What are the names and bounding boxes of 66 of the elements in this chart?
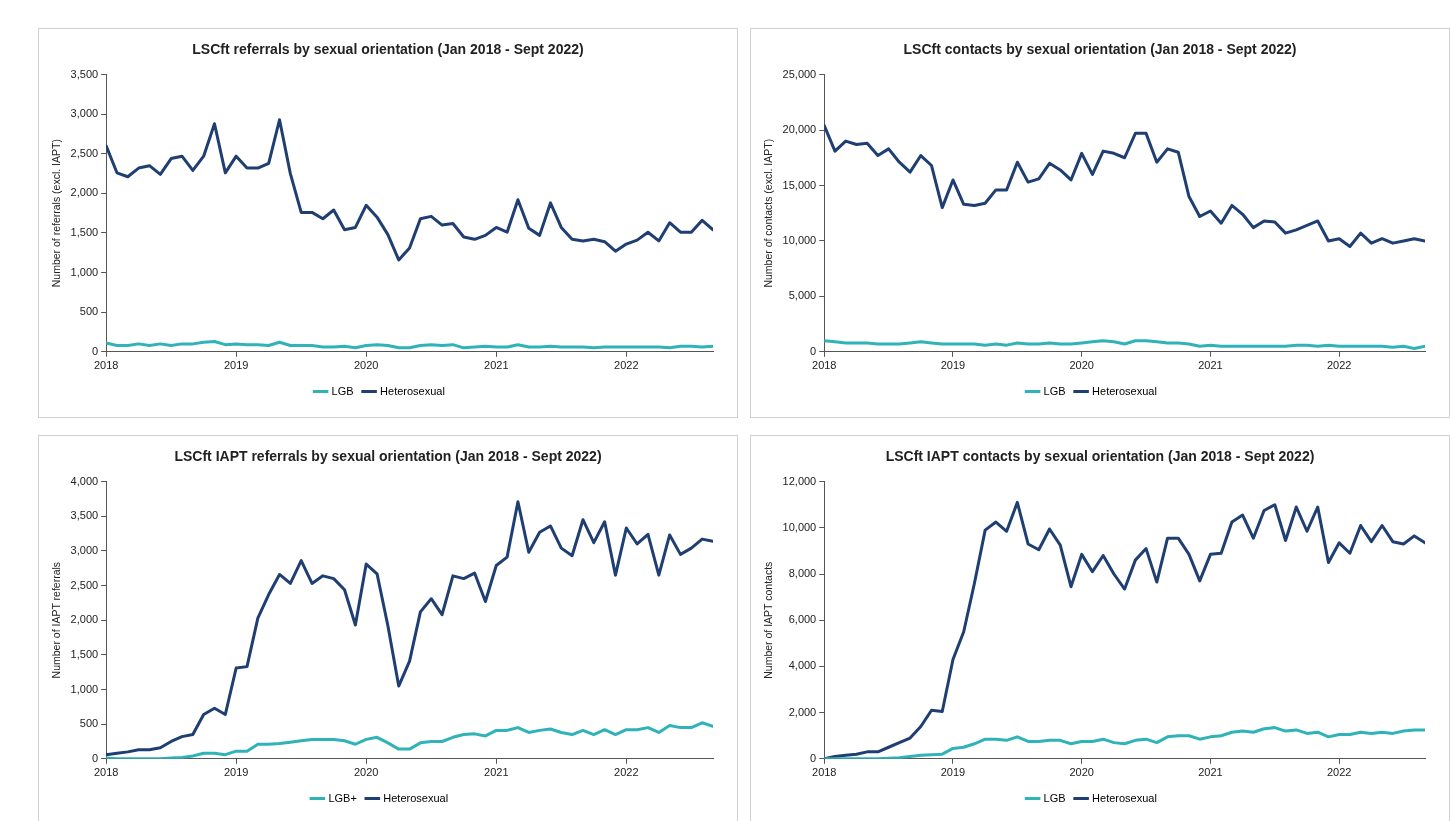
x-tick-label: 2021 <box>1198 766 1223 779</box>
y-tick-label: 10,000 <box>782 233 817 246</box>
x-tick-label: 2022 <box>614 766 639 779</box>
y-tick-label: 0 <box>810 344 817 357</box>
y-tick-label: 1,000 <box>70 682 99 695</box>
y-tick-label: 2,500 <box>70 146 99 159</box>
chart-title: LSCft IAPT referrals by sexual orientation (Jan 2018 - Sept 2022) <box>173 448 603 464</box>
y-tick-label: 2,000 <box>70 613 99 626</box>
y-tick-label: 3,500 <box>70 509 99 522</box>
chart-title: LSCft referrals by sexual orientation (Jan 2018 - Sept 2022) <box>191 41 585 57</box>
x-tick-label: 2022 <box>1326 359 1352 372</box>
x-tick-label: 2019 <box>940 766 966 779</box>
y-tick-label: 0 <box>92 344 99 357</box>
y-tick-label: 6,000 <box>788 613 817 626</box>
x-tick-label: 2021 <box>484 359 509 372</box>
y-tick-label: 20,000 <box>782 123 817 136</box>
y-tick-label: 4,000 <box>70 474 99 487</box>
x-tick-label: 2018 <box>812 359 837 372</box>
legend-label: Heterosexual <box>1092 384 1157 397</box>
y-tick-label: 2,000 <box>70 186 99 199</box>
legend-label: Heterosexual <box>380 384 445 397</box>
y-tick-label: 10,000 <box>782 520 817 533</box>
y-tick-label: 2,000 <box>788 705 817 718</box>
y-tick-label: 3,000 <box>70 543 99 556</box>
x-tick-label: 2018 <box>812 766 837 779</box>
y-tick-label: 12,000 <box>782 474 817 487</box>
x-tick-label: 2022 <box>614 359 639 372</box>
y-tick-label: 1,500 <box>70 226 99 239</box>
y-axis-title: Number of IAPT referrals <box>50 561 63 679</box>
x-tick-label: 2022 <box>1326 766 1352 779</box>
y-tick-label: 25,000 <box>782 67 817 80</box>
x-tick-label: 2021 <box>1198 359 1223 372</box>
y-tick-label: 3,500 <box>70 67 99 80</box>
y-tick-label: 4,000 <box>788 659 817 672</box>
legend-label: Heterosexual <box>383 791 449 804</box>
legend-label: LGB <box>1043 791 1066 804</box>
x-tick-label: 2020 <box>353 766 379 779</box>
x-tick-label: 2019 <box>223 359 249 372</box>
x-tick-label: 2020 <box>1069 766 1094 779</box>
y-axis-title: Number of contacts (excl. IAPT) <box>762 138 775 288</box>
y-tick-label: 0 <box>92 751 99 764</box>
y-tick-label: 2,500 <box>70 578 99 591</box>
legend-label: LGB <box>331 384 354 397</box>
y-tick-label: 500 <box>79 305 99 318</box>
chart-title: LSCft IAPT contacts by sexual orientation (Jan 2018 - Sept 2022) <box>884 448 1316 464</box>
y-tick-label: 5,000 <box>788 289 817 302</box>
y-tick-label: 15,000 <box>782 178 817 191</box>
legend-label: LGB+ <box>328 791 357 804</box>
y-tick-label: 8,000 <box>788 567 817 580</box>
legend-label: LGB <box>1043 384 1066 397</box>
y-tick-label: 0 <box>810 751 817 764</box>
x-tick-label: 2019 <box>940 359 966 372</box>
y-axis-title: Number of IAPT contacts <box>762 561 775 679</box>
y-tick-label: 3,000 <box>70 107 99 120</box>
x-tick-label: 2020 <box>1069 359 1094 372</box>
chart-title: LSCft contacts by sexual orientation (Jan 2018 - Sept 2022) <box>902 41 1298 57</box>
x-tick-label: 2021 <box>484 766 509 779</box>
x-tick-label: 2020 <box>353 359 379 372</box>
y-axis-title: Number of referrals (excl. IAPT) <box>50 139 63 288</box>
y-tick-label: 1,500 <box>70 647 99 660</box>
x-tick-label: 2018 <box>93 766 119 779</box>
y-tick-label: 1,000 <box>70 265 99 278</box>
legend-label: Heterosexual <box>1092 791 1157 804</box>
x-tick-label: 2019 <box>223 766 249 779</box>
x-tick-label: 2018 <box>93 359 119 372</box>
y-tick-label: 500 <box>79 717 99 730</box>
